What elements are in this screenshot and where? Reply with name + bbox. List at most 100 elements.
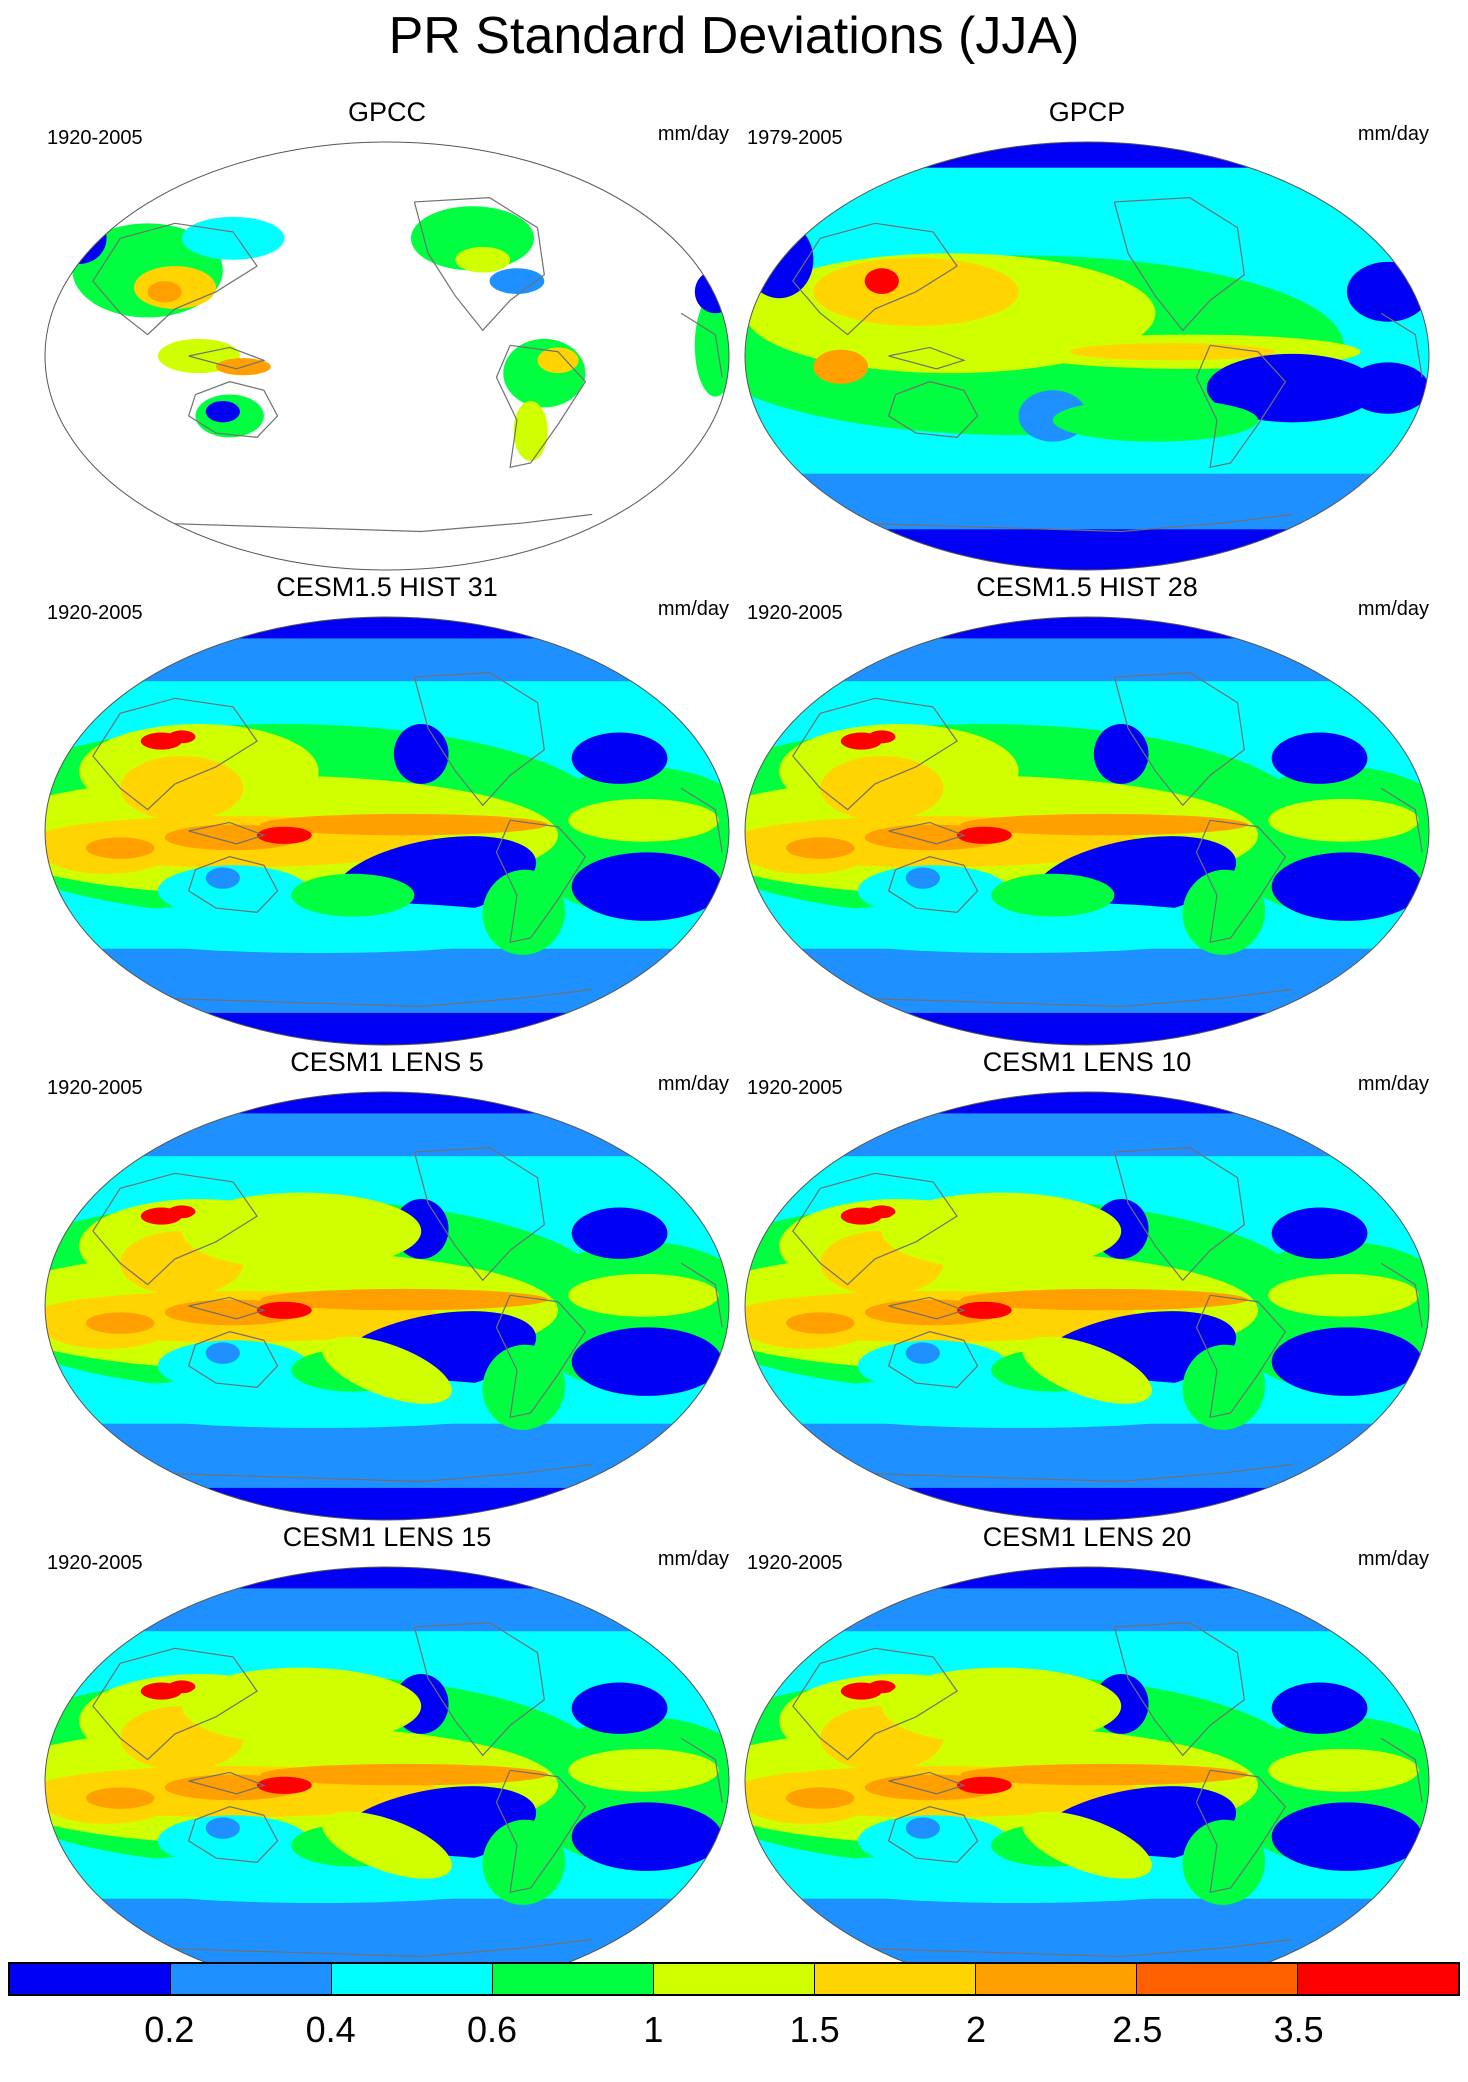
precip-band: [745, 142, 1429, 168]
precip-region: [905, 1342, 940, 1364]
map-background: [45, 142, 729, 570]
coastline: [187, 1331, 279, 1388]
precip-region: [79, 901, 558, 953]
map-border: [744, 616, 1430, 1046]
panel-period: 1920-2005: [747, 602, 843, 624]
precip-region: [1206, 353, 1378, 423]
panel-title: CESM1 LENS 20: [982, 1522, 1192, 1552]
precip-region: [960, 1763, 1248, 1786]
panel-title: CESM1 LENS 10: [982, 1047, 1192, 1077]
figure-title: PR Standard Deviations (JJA): [388, 7, 1080, 65]
precip-region: [168, 1205, 196, 1219]
precip-region: [868, 730, 896, 744]
colorbar-box: [976, 1964, 1137, 1994]
coastline: [495, 819, 587, 944]
coastline: [1380, 1262, 1423, 1328]
panel-period: 1920-2005: [47, 1552, 143, 1574]
colorbar-label: 1.5: [789, 2009, 840, 2050]
colorbar-label: 3.5: [1273, 2009, 1324, 2050]
coastline: [147, 988, 593, 1008]
precip-region: [1271, 1682, 1368, 1734]
precip-region: [45, 1173, 87, 1217]
precip-region: [45, 698, 87, 742]
precip-region: [813, 349, 869, 384]
precip-band: [745, 1567, 1429, 1593]
precip-region: [1271, 1207, 1368, 1259]
precip-region: [1069, 343, 1276, 361]
precip-region: [786, 837, 855, 859]
map-cesm1-lens-10: [744, 1091, 1430, 1521]
precip-region: [1268, 798, 1419, 842]
precip-region: [745, 698, 787, 742]
precip-region: [960, 1288, 1248, 1311]
colorbar-label: 0.2: [144, 2009, 195, 2050]
coastline: [847, 1463, 1293, 1483]
coastline: [187, 1806, 279, 1863]
precip-band: [745, 638, 1429, 682]
precip-band: [45, 1092, 729, 1118]
precip-region: [957, 1301, 1012, 1319]
precip-region: [168, 730, 196, 744]
map-cesm15-hist-31: [44, 616, 730, 1046]
coastline: [92, 222, 258, 336]
coastline: [887, 1806, 979, 1863]
precip-region: [571, 732, 668, 784]
panel-units: mm/day: [657, 1548, 729, 1570]
precip-region: [455, 246, 511, 273]
coastline: [147, 513, 593, 533]
colorbar-label: 0.4: [305, 2009, 356, 2050]
colorbar-box: [654, 1964, 815, 1994]
precip-region: [393, 724, 449, 784]
coastline: [680, 1737, 723, 1803]
coastline: [92, 697, 258, 811]
precip-region: [1268, 1748, 1419, 1792]
precip-band: [745, 1113, 1429, 1157]
map-gpcp: [744, 141, 1430, 571]
precip-region: [482, 1344, 566, 1430]
precip-region: [205, 1817, 240, 1839]
panel-units: mm/day: [657, 1073, 729, 1095]
precip-region: [571, 1207, 668, 1259]
coastline: [495, 1769, 587, 1894]
map-field: [745, 1567, 1429, 1995]
precip-region: [881, 1192, 1122, 1270]
map-gpcc: [44, 141, 730, 571]
precip-region: [489, 268, 545, 294]
precip-band: [45, 1006, 729, 1045]
precip-band: [45, 1588, 729, 1632]
coastline: [888, 1771, 966, 1795]
colorbar-label: 0.6: [466, 2009, 518, 2050]
precip-region: [881, 1667, 1122, 1745]
colorbar-labels: 0.2 0.4 0.6 1 1.5 2 2.5 3.5: [8, 2008, 1460, 2058]
precip-region: [957, 1776, 1012, 1794]
map-field: [745, 1092, 1429, 1520]
precip-region: [1182, 1819, 1266, 1905]
colorbar-label: 2: [965, 2009, 987, 2050]
precip-region: [257, 1301, 312, 1319]
coastline: [188, 1771, 266, 1795]
precip-region: [745, 221, 814, 299]
map-panel-cesm15-hist-31: CESM1.5 HIST 31 1920-2005 mm/day: [37, 571, 737, 1051]
coastline: [495, 344, 587, 469]
precip-region: [571, 1682, 668, 1734]
panel-units: mm/day: [1357, 123, 1429, 145]
coastline: [792, 697, 958, 811]
coastline: [888, 1296, 966, 1320]
map-field: [745, 617, 1429, 1045]
map-field: [45, 617, 729, 1045]
coastline: [92, 1172, 258, 1286]
coastline: [188, 1296, 266, 1320]
precip-region: [503, 338, 586, 408]
precip-region: [864, 268, 899, 294]
precip-region: [745, 1173, 787, 1217]
precip-region: [205, 1342, 240, 1364]
coastline: [847, 1938, 1293, 1958]
colorbar-label: 2.5: [1112, 2009, 1163, 2050]
coastline: [495, 1294, 587, 1419]
panel-units: mm/day: [1357, 1073, 1429, 1095]
coastline: [1380, 1737, 1423, 1803]
map-panel-gpcp: GPCP 1979-2005 mm/day: [737, 96, 1437, 576]
precip-band: [745, 1092, 1429, 1118]
precip-band: [745, 617, 1429, 643]
precip-region: [571, 1802, 723, 1871]
